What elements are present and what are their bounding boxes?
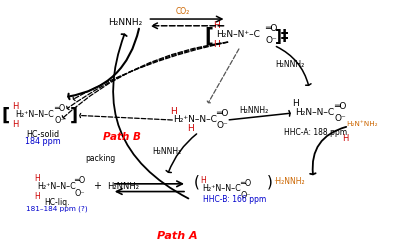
Text: O⁻: O⁻ [265, 36, 277, 45]
Text: H₂NNH₂: H₂NNH₂ [152, 147, 182, 156]
Text: H₂N–N–C: H₂N–N–C [296, 108, 335, 117]
Text: H₂⁺N–N–C: H₂⁺N–N–C [37, 182, 75, 191]
Text: H: H [213, 21, 220, 30]
Text: Path A: Path A [157, 231, 198, 241]
Text: H: H [34, 192, 40, 201]
Text: O⁻: O⁻ [240, 191, 251, 200]
Text: ═O: ═O [55, 104, 66, 113]
Text: [: [ [1, 107, 9, 125]
Text: O⁻: O⁻ [55, 116, 65, 125]
Text: ): ) [267, 174, 273, 189]
Text: H₂⁺N–N–C: H₂⁺N–N–C [203, 184, 241, 193]
Text: H₂N⁺NH₂: H₂N⁺NH₂ [346, 122, 378, 128]
Text: H: H [12, 102, 18, 111]
Text: ]: ] [70, 107, 78, 125]
Text: ═O: ═O [240, 179, 251, 188]
Text: O⁻: O⁻ [334, 114, 346, 123]
Text: ·H₂NNH₂: ·H₂NNH₂ [273, 177, 304, 186]
Text: +: + [93, 182, 101, 191]
Text: H: H [34, 174, 40, 183]
Text: ]‡: ]‡ [275, 29, 290, 44]
Text: H₂NNH₂: H₂NNH₂ [239, 106, 269, 115]
Text: ═O: ═O [334, 102, 347, 111]
Text: H₂N–N⁺–C: H₂N–N⁺–C [217, 30, 261, 39]
Text: H: H [342, 134, 348, 143]
Text: H: H [12, 120, 18, 129]
Text: H: H [213, 40, 220, 49]
Text: O⁻: O⁻ [217, 122, 228, 130]
Text: 181–184 ppm (?): 181–184 ppm (?) [26, 206, 87, 212]
Text: H₂⁺N–N–C: H₂⁺N–N–C [15, 110, 54, 119]
Text: H: H [292, 99, 299, 108]
Text: H: H [170, 107, 176, 116]
Text: HHC-A: 188 ppm: HHC-A: 188 ppm [284, 128, 347, 137]
Text: CO₂: CO₂ [176, 7, 190, 16]
Text: H₂NNH₂: H₂NNH₂ [107, 182, 139, 191]
Text: ═O: ═O [217, 109, 229, 118]
Text: H₂NNH₂: H₂NNH₂ [275, 60, 304, 69]
Text: H: H [188, 124, 194, 133]
Text: H₂⁺N–N–C: H₂⁺N–N–C [173, 115, 217, 124]
Text: H: H [200, 176, 205, 185]
Text: ═O: ═O [74, 176, 85, 185]
Text: [: [ [204, 27, 213, 46]
Text: packing: packing [85, 154, 115, 163]
Text: HHC-B: 166 ppm: HHC-B: 166 ppm [203, 195, 266, 204]
Text: Path B: Path B [103, 132, 141, 142]
Text: HC-liq.: HC-liq. [44, 198, 69, 207]
Text: (: ( [194, 174, 200, 189]
Text: HC-solid: HC-solid [26, 130, 59, 139]
Text: ═O: ═O [265, 24, 278, 33]
Text: H₂NNH₂: H₂NNH₂ [109, 18, 143, 27]
Text: O⁻: O⁻ [74, 189, 85, 198]
Text: 184 ppm: 184 ppm [25, 137, 61, 146]
